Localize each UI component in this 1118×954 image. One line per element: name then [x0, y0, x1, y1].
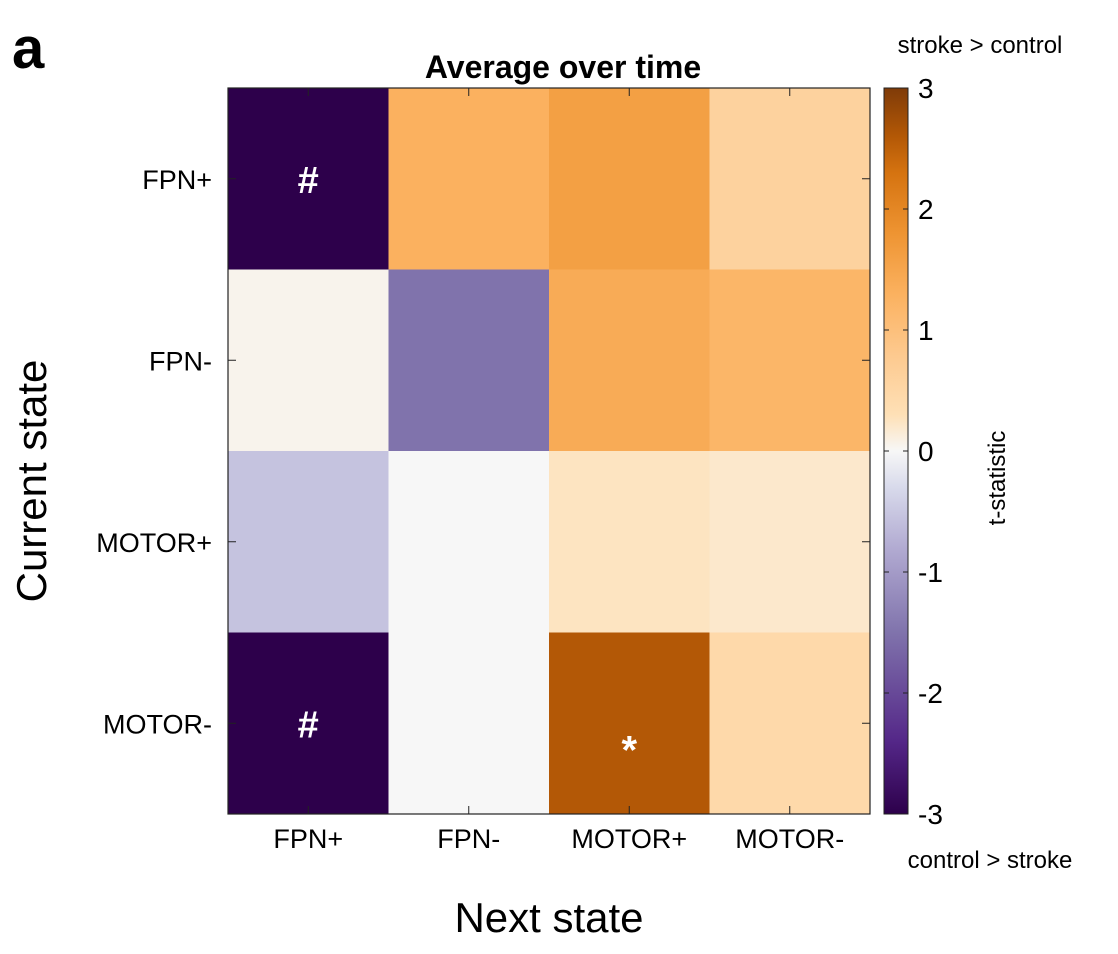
x-axis: FPN+ FPN- MOTOR+ MOTOR- [273, 88, 844, 854]
heatmap-cell [709, 269, 871, 452]
y-axis-label: Current state [8, 360, 55, 603]
y-tick-label: FPN+ [142, 165, 212, 195]
colorbar-tick-label: -3 [918, 799, 943, 830]
heatmap-cell [549, 451, 710, 633]
cell-annotation: # [298, 704, 319, 746]
colorbar-top-note: stroke > control [898, 32, 1063, 59]
heatmap-cell [709, 451, 871, 633]
x-tick-label: FPN- [437, 824, 500, 854]
y-tick-label: MOTOR+ [96, 528, 212, 558]
heatmap-cell [549, 632, 710, 815]
x-tick-label: FPN+ [273, 824, 343, 854]
plot-frame [227, 87, 871, 815]
colorbar-label: t-statistic [984, 431, 1011, 526]
heatmap-cell [228, 88, 389, 270]
heatmap-annotations: # # * [298, 160, 638, 773]
heatmap-cell [388, 632, 550, 815]
heatmap-cell [388, 269, 550, 452]
y-tick-label: FPN- [149, 346, 212, 376]
colorbar-ticks: 3 2 1 0 -1 -2 -3 [884, 73, 943, 830]
heatmap-cell [549, 269, 710, 452]
y-axis: FPN+ FPN- MOTOR+ MOTOR- [96, 165, 870, 739]
y-tick-label: MOTOR- [103, 709, 212, 739]
x-tick-label: MOTOR- [735, 824, 844, 854]
heatmap-cell [228, 451, 389, 633]
colorbar-tick-label: -1 [918, 557, 943, 588]
colorbar-tick-label: 3 [918, 73, 934, 104]
heatmap-cell [388, 88, 550, 270]
colorbar-tick-label: 1 [918, 315, 934, 346]
cell-annotation: # [298, 160, 319, 202]
panel-label: a [12, 16, 45, 81]
heatmap-cell [228, 632, 389, 815]
cell-annotation: * [621, 728, 637, 772]
x-axis-label: Next state [454, 894, 643, 941]
heatmap-cell [388, 451, 550, 633]
chart-title: Average over time [425, 49, 701, 85]
heatmap-cells [228, 88, 871, 815]
heatmap-cell [228, 269, 389, 452]
colorbar-tick-label: 2 [918, 194, 934, 225]
colorbar-tick-label: -2 [918, 678, 943, 709]
x-tick-label: MOTOR+ [571, 824, 687, 854]
heatmap-cell [709, 88, 871, 270]
heatmap-cell [549, 88, 710, 270]
colorbar-tick-label: 0 [918, 436, 934, 467]
colorbar-bottom-note: control > stroke [908, 847, 1073, 874]
heatmap-cell [709, 632, 871, 815]
